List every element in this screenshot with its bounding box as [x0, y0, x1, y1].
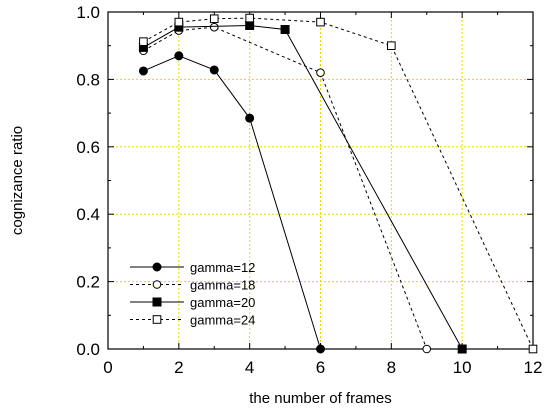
legend-label: gamma=12 — [190, 260, 255, 275]
legend-label: gamma=24 — [190, 313, 255, 328]
data-point — [138, 66, 148, 76]
x-tick-label: 2 — [174, 358, 183, 377]
x-tick-label: 0 — [103, 358, 112, 377]
grid — [108, 12, 533, 349]
series-2 — [138, 20, 467, 354]
series-group — [138, 13, 538, 354]
y-tick-label: 0.6 — [76, 138, 100, 157]
legend-item-3: gamma=24 — [130, 313, 255, 328]
data-point — [280, 25, 290, 35]
legend: gamma=12 gamma=18 gamma=20 gamma=24 — [130, 260, 255, 328]
y-tick-label: 0.4 — [76, 205, 100, 224]
legend-item-1: gamma=18 — [130, 278, 255, 293]
data-point — [174, 51, 184, 61]
data-point — [174, 17, 184, 27]
x-tick-label: 8 — [387, 358, 396, 377]
data-point — [387, 41, 396, 51]
data-point — [245, 20, 255, 30]
series-3 — [139, 13, 538, 354]
data-point — [316, 17, 325, 27]
legend-label: gamma=20 — [190, 295, 255, 310]
data-point — [422, 344, 432, 354]
legend-item-2: gamma=20 — [130, 295, 255, 310]
series-1 — [139, 22, 432, 354]
data-point — [209, 65, 219, 75]
x-tick-label: 12 — [524, 358, 543, 377]
series-line — [143, 26, 428, 350]
x-tick-label: 6 — [316, 358, 325, 377]
y-tick-label: 1.0 — [76, 3, 100, 22]
data-point — [316, 68, 325, 77]
legend-marker — [152, 297, 162, 307]
legend-marker — [152, 280, 162, 289]
y-tick-label: 0.8 — [76, 70, 100, 89]
x-tick-label: 10 — [453, 358, 472, 377]
legend-label: gamma=18 — [190, 278, 255, 293]
data-point — [457, 344, 467, 354]
legend-item-0: gamma=12 — [130, 260, 255, 275]
data-point — [209, 22, 219, 32]
x-axis-label: the number of frames — [249, 390, 392, 407]
series-0 — [138, 51, 325, 354]
legend-marker — [152, 315, 162, 324]
axis-ticks: 0 2 4 6 8 10 12 0.0 0.2 0.4 0.6 0.8 1.0 — [76, 3, 542, 377]
y-tick-label: 0.2 — [76, 273, 100, 292]
data-point — [245, 113, 255, 123]
data-point — [528, 344, 538, 354]
data-point — [316, 344, 325, 354]
y-tick-label: 0.0 — [76, 340, 100, 359]
data-point — [245, 13, 254, 23]
y-axis-label: cognizance ratio — [9, 126, 26, 235]
legend-marker — [152, 262, 162, 272]
data-point — [139, 37, 148, 46]
x-tick-label: 4 — [245, 358, 254, 377]
data-point — [209, 14, 219, 24]
